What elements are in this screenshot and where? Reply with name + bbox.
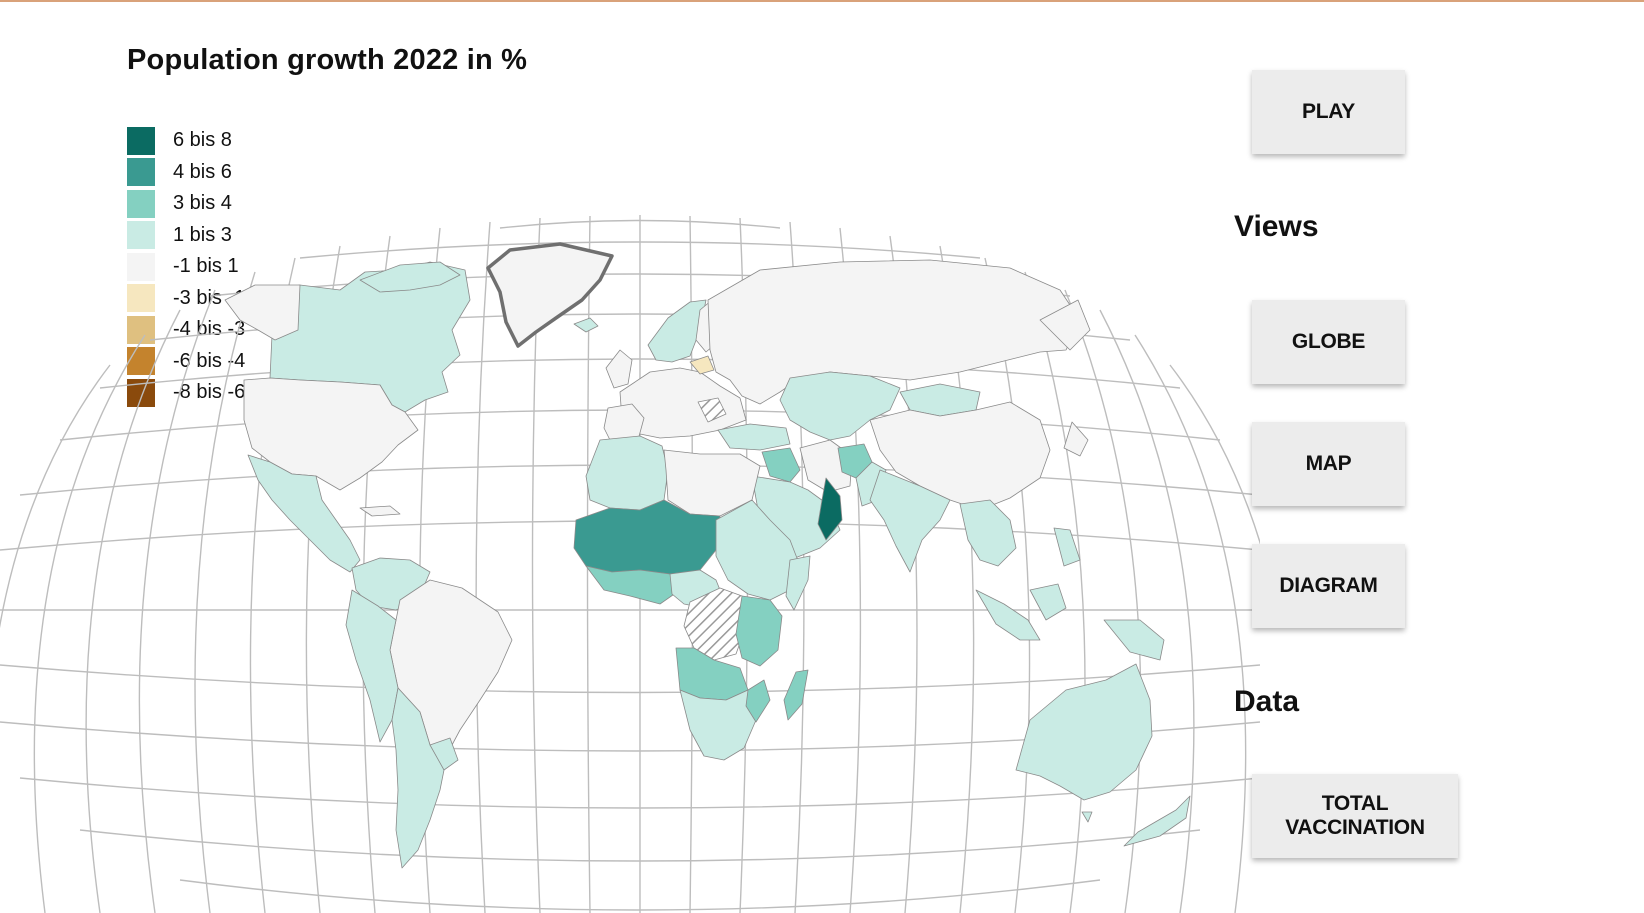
mexico-central-america — [247, 454, 361, 573]
legend-label: -8 bis -6 — [173, 381, 246, 404]
world-map[interactable] — [0, 200, 1260, 913]
australia — [1015, 663, 1153, 801]
legend: 6 bis 8 4 bis 6 3 bis 4 1 bis 3 -1 bis 1… — [127, 125, 245, 409]
legend-item: -1 bis 1 — [127, 251, 245, 283]
iceland — [573, 317, 599, 333]
legend-item: 4 bis 6 — [127, 157, 245, 189]
legend-swatch — [127, 189, 155, 218]
legend-swatch — [127, 347, 155, 376]
china — [869, 401, 1051, 511]
legend-item: 6 bis 8 — [127, 125, 245, 157]
madagascar — [783, 669, 809, 721]
north-africa-west — [585, 435, 669, 511]
legend-item: -3 bis -1 — [127, 283, 245, 315]
legend-label: 3 bis 4 — [173, 192, 232, 215]
new-guinea — [1103, 619, 1165, 661]
top-rule — [0, 0, 1644, 2]
legend-item: 3 bis 4 — [127, 188, 245, 220]
legend-swatch — [127, 315, 155, 344]
alaska — [224, 284, 301, 341]
total-vaccination-button[interactable]: TOTAL VACCINATION — [1252, 774, 1458, 858]
japan — [1063, 421, 1089, 457]
legend-label: 4 bis 6 — [173, 160, 232, 183]
new-zealand — [1123, 795, 1191, 847]
greenland — [486, 242, 614, 348]
libya-egypt — [663, 449, 761, 517]
india — [869, 469, 951, 573]
legend-swatch — [127, 252, 155, 281]
world-map-svg[interactable] — [0, 200, 1260, 913]
views-heading: Views — [1234, 210, 1319, 243]
legend-label: -1 bis 1 — [173, 255, 239, 278]
legend-label: 6 bis 8 — [173, 129, 232, 152]
map-view-button[interactable]: MAP — [1252, 422, 1405, 506]
mozambique — [745, 679, 771, 723]
legend-swatch — [127, 284, 155, 313]
legend-item: 1 bis 3 — [127, 220, 245, 252]
indonesia-west — [975, 589, 1041, 641]
globe-view-button[interactable]: GLOBE — [1252, 300, 1405, 384]
uruguay-paraguay — [429, 737, 459, 771]
iraq-syria — [761, 447, 801, 483]
andes-west — [345, 589, 399, 743]
cuba — [359, 505, 401, 517]
oman — [817, 477, 843, 541]
balkans-no-data — [697, 397, 727, 423]
southeast-asia — [959, 499, 1017, 567]
philippines — [1053, 527, 1081, 567]
arctic-islands — [359, 261, 461, 293]
legend-item: -4 bis -3 — [127, 314, 245, 346]
kamchatka — [1039, 299, 1091, 351]
southern-africa — [679, 689, 757, 761]
tasmania — [1081, 811, 1093, 823]
legend-swatch — [127, 221, 155, 250]
uk-ireland — [605, 349, 633, 389]
somalia — [785, 555, 811, 611]
united-states — [243, 377, 419, 491]
data-heading: Data — [1234, 685, 1300, 718]
russia — [707, 259, 1081, 405]
diagram-view-button[interactable]: DIAGRAM — [1252, 544, 1405, 628]
east-africa — [735, 595, 783, 667]
play-button[interactable]: PLAY — [1252, 70, 1405, 154]
legend-label: 1 bis 3 — [173, 223, 232, 246]
map-title: Population growth 2022 in % — [127, 44, 528, 76]
kazakhstan-central-asia — [779, 371, 901, 441]
legend-swatch — [127, 158, 155, 187]
belarus — [689, 355, 715, 375]
turkey — [717, 423, 791, 451]
countries — [224, 242, 1191, 869]
dr-congo-no-data — [683, 587, 747, 661]
borneo-sulawesi — [1029, 583, 1067, 621]
legend-label: -4 bis -3 — [173, 318, 246, 341]
legend-swatch — [127, 126, 155, 155]
